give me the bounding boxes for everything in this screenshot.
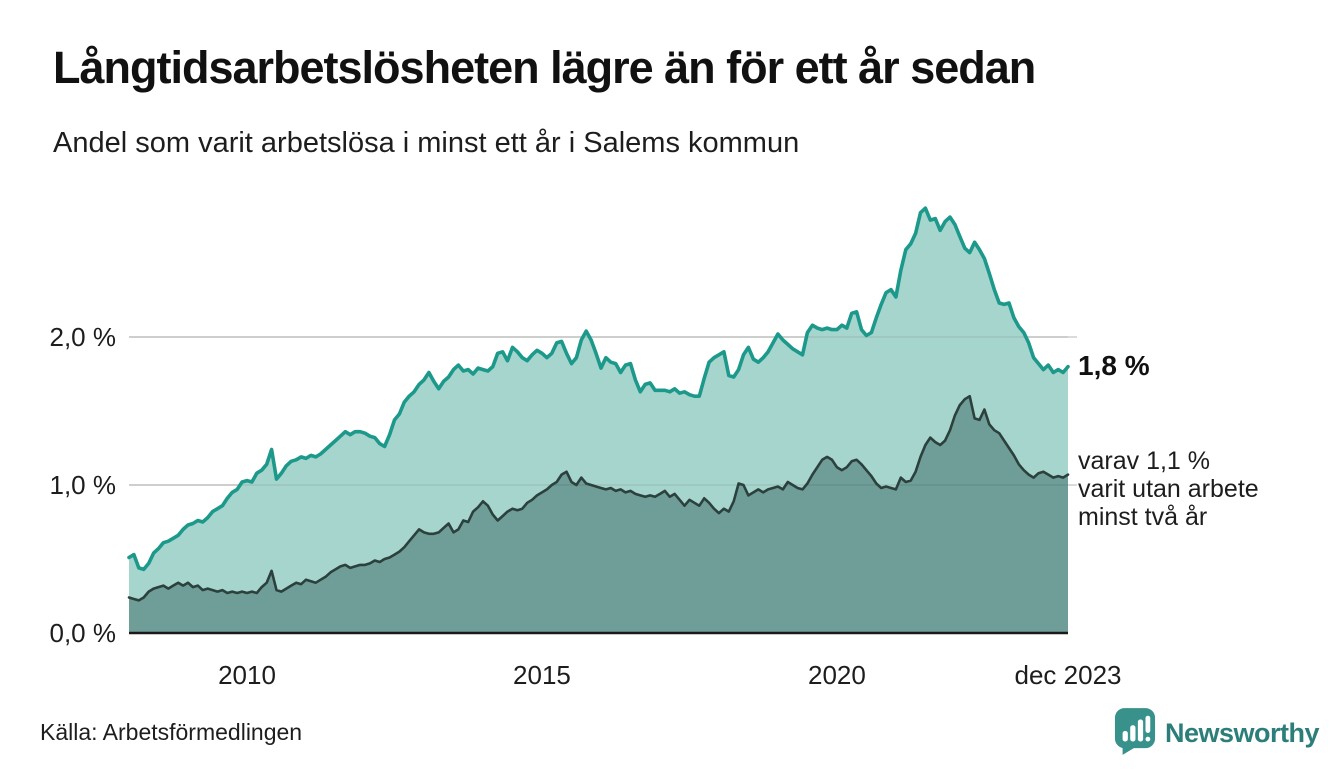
chart-subtitle: Andel som varit arbetslösa i minst ett å… — [53, 127, 800, 159]
newsworthy-chart-bubble-icon — [1114, 706, 1156, 761]
x-tick-label: 2020 — [808, 660, 866, 690]
chart-title: Långtidsarbetslösheten lägre än för ett … — [53, 42, 1036, 93]
newsworthy-logo-text: Newsworthy — [1165, 718, 1320, 748]
area-at-least-two-years — [129, 396, 1068, 633]
line-at-least-one-year — [127, 206, 1070, 572]
annotation-latest-total: 1,8 % — [1078, 349, 1150, 381]
annotation-two-years: varav 1,1 % varit utan arbete minst två … — [1078, 447, 1259, 531]
y-tick-label: 1,0 % — [49, 470, 117, 500]
x-tick-label: dec 2023 — [1014, 660, 1122, 690]
y-tick-label: 2,0 % — [49, 322, 117, 352]
line-at-least-two-years — [127, 394, 1070, 602]
newsworthy-logo: Newsworthy — [1114, 706, 1320, 761]
x-tick-label: 2010 — [218, 660, 276, 690]
y-tick-label: 0,0 % — [49, 618, 117, 648]
source-caption: Källa: Arbetsförmedlingen — [40, 719, 303, 745]
x-tick-label: 2015 — [513, 660, 571, 690]
